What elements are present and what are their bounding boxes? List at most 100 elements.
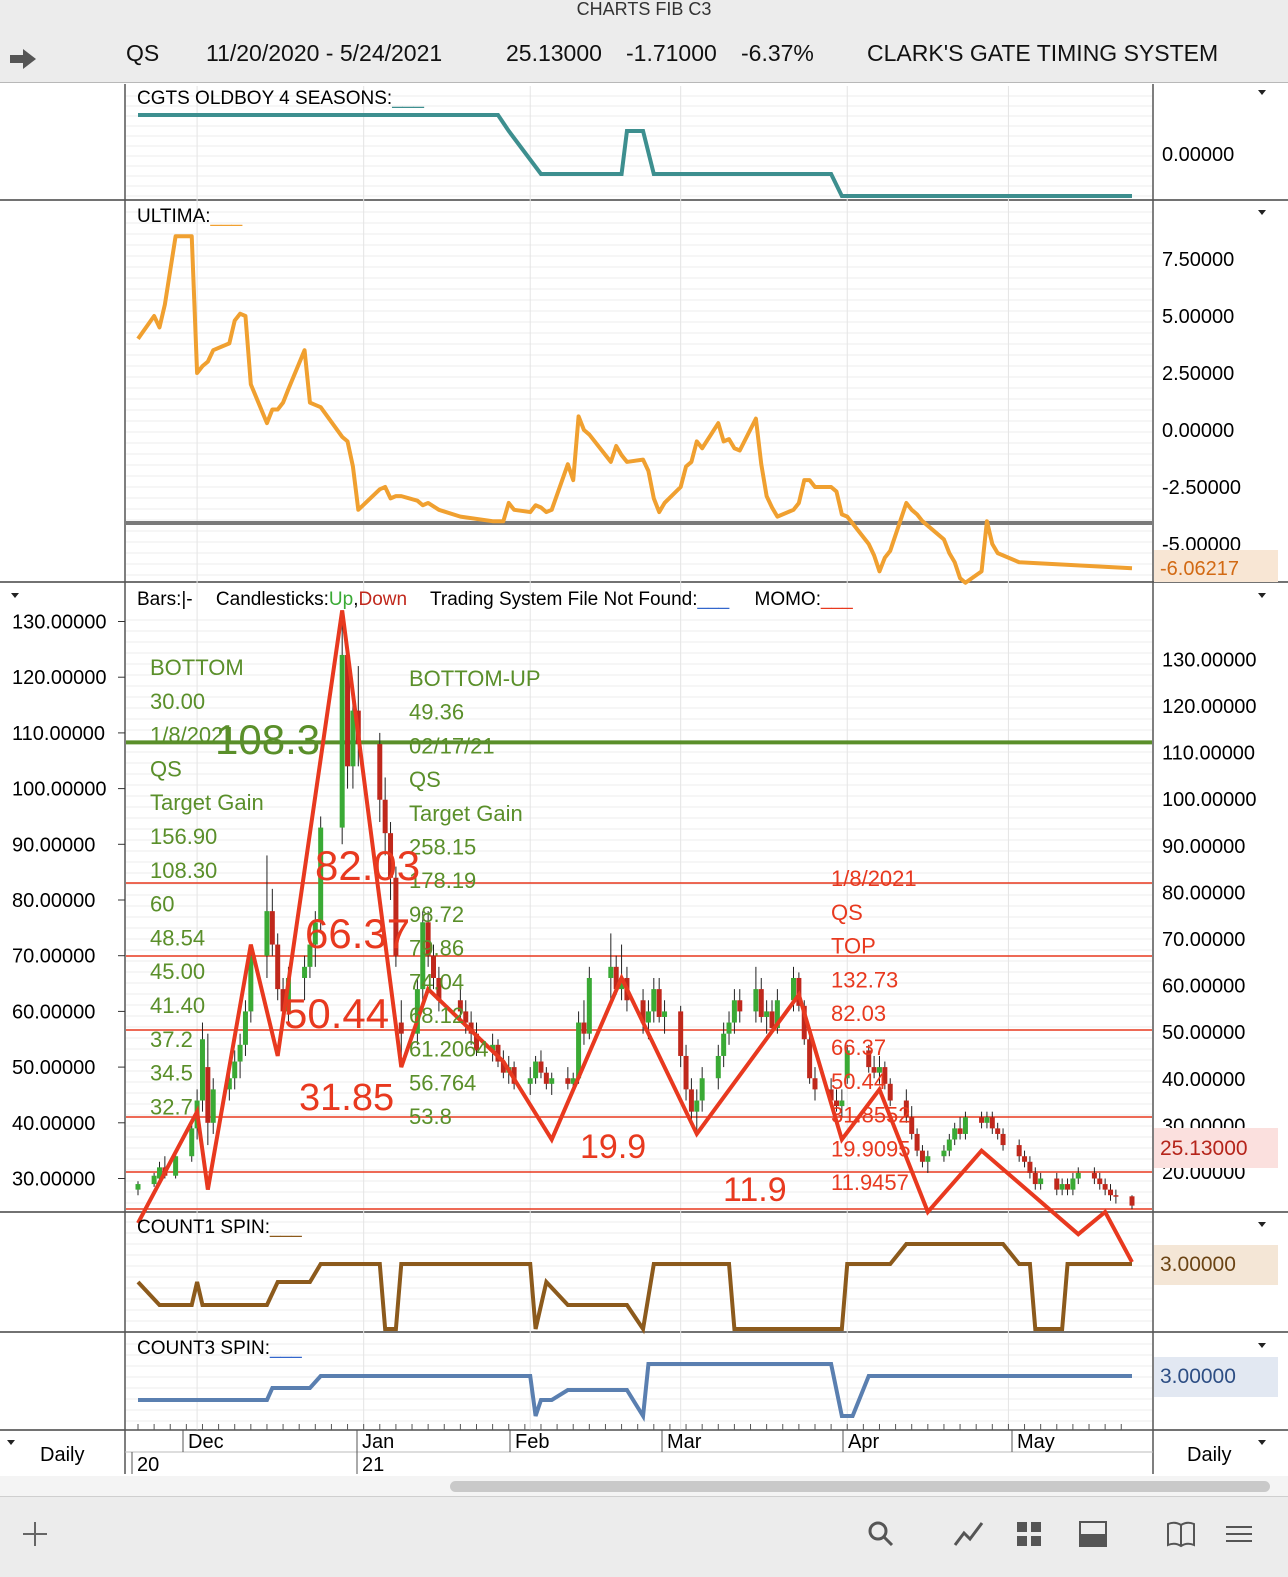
oldboy-panel: CGTS OLDBOY 4 SEASONS:___ 0.00000	[137, 88, 1234, 198]
x-axis-month-label: Dec	[188, 1431, 224, 1453]
price-last-value: 25.13000	[1160, 1137, 1248, 1160]
candle-body	[683, 1055, 689, 1090]
candle-body	[302, 966, 308, 978]
ultima-axis-tick: -2.50000	[1162, 477, 1241, 499]
candle-body	[248, 955, 254, 1012]
add-icon[interactable]	[18, 1517, 52, 1551]
candle-body	[151, 1175, 157, 1185]
bottom-up-annotation-line: 53.8	[409, 1104, 452, 1129]
search-icon[interactable]	[864, 1517, 898, 1551]
candle-body	[549, 1078, 555, 1084]
candle-body	[232, 1061, 238, 1079]
symbol-label: QS	[126, 40, 160, 66]
candle-body	[576, 1022, 582, 1079]
oldboy-axis-tick: 0.00000	[1162, 144, 1234, 166]
count1-menu-icon[interactable]	[1258, 1222, 1266, 1227]
candle-body	[769, 1011, 775, 1029]
chart-canvas: CGTS OLDBOY 4 SEASONS:___ 0.00000 ULTIMA…	[0, 84, 1288, 1476]
price-right-axis-tick: 70.00000	[1162, 929, 1245, 951]
oldboy-series-line	[138, 113, 1132, 198]
x-axis-month-label: Jan	[362, 1431, 394, 1453]
bottom-up-annotation-line: 68.12	[409, 1003, 464, 1028]
price-left-axis-tick: 130.00000	[12, 612, 107, 634]
price-legend: Bars:|- Candlesticks:Up,Down Trading Sys…	[137, 589, 853, 610]
candle-body	[538, 1061, 544, 1073]
top-annotation-line: TOP	[831, 934, 876, 959]
candle-body	[737, 1000, 743, 1012]
bottom-annotation-line: QS	[150, 756, 182, 781]
candle-body	[812, 1078, 818, 1090]
candle-body	[984, 1117, 990, 1123]
price-left-axis-tick: 50.00000	[12, 1057, 95, 1079]
price-left-axis-tick: 30.00000	[12, 1169, 95, 1191]
price-right-axis-tick: 120.00000	[1162, 696, 1257, 718]
price-right-axis-tick: 110.00000	[1162, 743, 1255, 765]
candle-body	[269, 911, 275, 945]
candle-body	[656, 989, 662, 1017]
candle-body	[463, 1011, 469, 1023]
x-axis-month-label: Feb	[515, 1431, 549, 1453]
bottom-annotation-line: 41.40	[150, 993, 205, 1018]
candle-body	[962, 1117, 968, 1134]
bottom-up-annotation-line: 56.764	[409, 1070, 476, 1095]
period-left[interactable]: Daily	[40, 1444, 84, 1466]
candle-body	[156, 1167, 162, 1179]
candle-body	[694, 1100, 700, 1112]
grid-layout-icon[interactable]	[1012, 1517, 1046, 1551]
candle-body	[876, 1067, 882, 1073]
price-last-value-box	[1154, 1128, 1278, 1168]
candle-body	[866, 1050, 872, 1068]
price-right-axis-tick: 80.00000	[1162, 882, 1245, 904]
candle-body	[318, 827, 324, 923]
candle-body	[1059, 1184, 1065, 1190]
price-left-axis-tick: 100.00000	[12, 779, 107, 801]
count3-label: COUNT3 SPIN:___	[137, 1338, 302, 1359]
bottom-annotation-line: Target Gain	[150, 790, 264, 815]
candle-body	[957, 1128, 963, 1134]
candle-body	[688, 1089, 694, 1112]
x-axis-month-label: Apr	[848, 1431, 879, 1453]
top-annotation-line: 132.73	[831, 967, 898, 992]
count1-panel: COUNT1 SPIN:___ 3.00000	[136, 1217, 1278, 1335]
candle-body	[570, 1078, 576, 1084]
bottom-up-annotation-line: 74.04	[409, 969, 464, 994]
fib-red-level-label: 66.37	[305, 910, 410, 957]
oldboy-menu-icon[interactable]	[1258, 90, 1266, 95]
arrow-right-icon[interactable]	[8, 46, 38, 72]
price-left-menu-icon[interactable]	[11, 593, 19, 598]
candle-body	[1054, 1178, 1060, 1190]
candle-body	[264, 911, 270, 956]
candle-body	[280, 989, 286, 1012]
price-left-axis-tick: 90.00000	[12, 834, 95, 856]
date-range: 11/20/2020 - 5/24/2021	[206, 40, 443, 66]
candle-body	[307, 944, 313, 967]
scrollbar-thumb[interactable]	[450, 1481, 1270, 1492]
candle-body	[431, 955, 437, 978]
candle-body	[764, 1011, 770, 1017]
panel-layout-icon[interactable]	[1076, 1517, 1110, 1551]
ultima-menu-icon[interactable]	[1258, 210, 1266, 215]
candle-body	[312, 922, 318, 945]
candle-body	[425, 922, 431, 956]
price-panel: Bars:|- Candlesticks:Up,Down Trading Sys…	[12, 589, 1278, 1263]
candle-body	[731, 1000, 737, 1023]
horizontal-scrollbar[interactable]	[0, 1476, 1288, 1496]
count3-panel: COUNT3 SPIN:___ 3.00000	[137, 1338, 1278, 1423]
candle-body	[1129, 1196, 1135, 1206]
candle-body	[619, 977, 625, 990]
period-right-dropdown-icon[interactable]	[1258, 1440, 1266, 1445]
fib-red-level-label: 31.85	[299, 1077, 394, 1119]
candle-body	[801, 1005, 807, 1040]
price-change-percent: -6.37%	[741, 40, 814, 66]
period-left-dropdown-icon[interactable]	[7, 1440, 15, 1445]
candle-body	[436, 977, 442, 1001]
line-chart-icon[interactable]	[952, 1517, 986, 1551]
count3-menu-icon[interactable]	[1258, 1343, 1266, 1348]
bottom-annotation-line: 45.00	[150, 959, 205, 984]
price-menu-icon[interactable]	[1258, 593, 1266, 598]
menu-icon[interactable]	[1222, 1517, 1256, 1551]
candle-body	[242, 1011, 248, 1045]
period-right[interactable]: Daily	[1187, 1444, 1231, 1466]
candle-body	[205, 1067, 211, 1123]
book-icon[interactable]	[1164, 1517, 1198, 1551]
